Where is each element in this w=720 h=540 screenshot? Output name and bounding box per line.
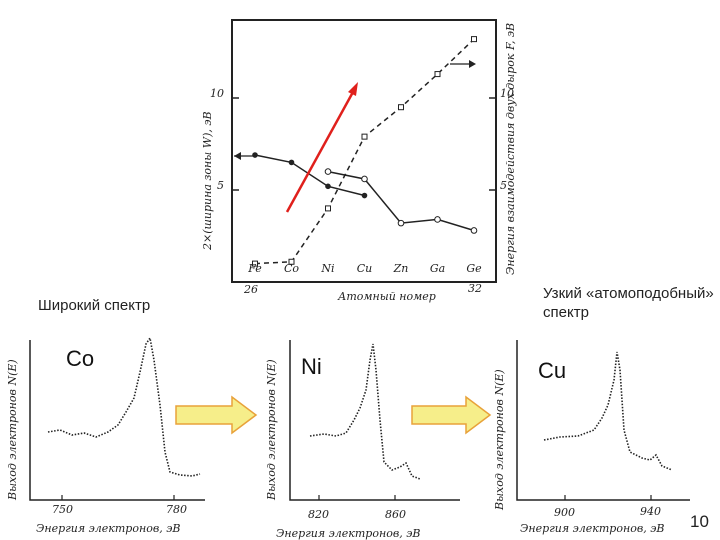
data-point-square	[471, 36, 477, 43]
data-point-open	[397, 219, 405, 227]
data-point-square	[288, 258, 295, 265]
data-point-filled	[325, 183, 331, 190]
x-axis-label: Атомный номер	[337, 290, 436, 303]
element-label-fe: Fe	[247, 262, 262, 275]
slide-number: 10	[690, 512, 709, 531]
series-line	[254, 154, 365, 197]
element-label-ge: Ge	[466, 262, 482, 275]
cu-xlabel: Энергия электронов, эВ	[520, 522, 664, 535]
x-range-end: 32	[468, 282, 482, 295]
data-point-open	[324, 168, 332, 175]
data-point-square	[434, 71, 441, 78]
ni-tick-860: 860	[385, 508, 406, 521]
right-tick-10: 10	[500, 87, 514, 100]
ni-ylabel: Выход электронов N(E)	[265, 359, 278, 501]
right-axis-label: Энергия взаимодействия двух дырок F, эВ	[504, 23, 517, 275]
series-line	[254, 38, 475, 265]
red-trend-arrow	[285, 91, 355, 213]
co-element-label: Co	[66, 346, 95, 371]
data-point-open	[361, 175, 368, 183]
data-point-square	[398, 104, 404, 111]
ni-spectrum-curve	[309, 343, 421, 480]
cu-ylabel: Выход электронов N(E)	[493, 369, 506, 511]
ni-tick-820: 820	[308, 508, 329, 521]
cu-tick-900: 900	[554, 506, 575, 519]
left-tick-5: 5	[217, 179, 224, 192]
data-point-square	[361, 133, 368, 140]
data-point-open	[470, 227, 478, 234]
co-tick-750: 750	[52, 503, 73, 516]
left-tick-10: 10	[210, 87, 224, 100]
data-point-filled	[361, 192, 368, 199]
element-label-co: Co	[284, 262, 299, 275]
top-chart-frame	[231, 19, 497, 283]
co-xlabel: Энергия электронов, эВ	[36, 522, 180, 535]
right-direction-arrowhead	[469, 60, 476, 68]
block-arrow-co-ni	[175, 395, 258, 435]
cu-spectrum-curve	[543, 351, 673, 471]
top-chart-ticks	[232, 97, 496, 191]
right-tick-5: 5	[500, 179, 507, 192]
co-spectrum-axes	[29, 340, 205, 501]
data-point-filled	[252, 152, 258, 158]
co-ylabel: Выход электронов N(E)	[6, 359, 19, 501]
co-tick-780: 780	[166, 503, 187, 516]
left-axis-label: 2×(ширина зоны W), эВ	[201, 111, 214, 251]
cu-tick-940: 940	[640, 505, 661, 518]
data-point-open	[434, 216, 441, 223]
wide-spectrum-label: Широкий спектр	[38, 297, 151, 314]
data-point-square	[252, 260, 258, 267]
element-label-zn: Zn	[393, 262, 409, 275]
element-label-ga: Ga	[430, 262, 445, 275]
x-range-start: 26	[243, 283, 258, 296]
co-spectrum-curve	[47, 335, 201, 477]
narrow-spectrum-label: Узкий «атомоподобный» спектр	[543, 285, 714, 321]
element-labels: Fe Co Ni Cu Zn Ga Ge	[247, 262, 482, 275]
cu-element-label: Cu	[538, 358, 567, 383]
red-arrow-head	[348, 82, 358, 96]
ni-xlabel: Энергия электронов, эВ	[276, 527, 420, 540]
block-arrow-ni-cu	[411, 395, 492, 435]
spectra-ticks	[61, 495, 652, 500]
left-direction-arrowhead	[234, 152, 241, 160]
ni-spectrum-axes	[289, 340, 460, 501]
cu-spectrum-axes	[516, 340, 690, 501]
ni-element-label: Ni	[301, 354, 322, 379]
top-chart-series	[234, 36, 478, 267]
data-point-square	[325, 205, 331, 212]
element-label-cu: Cu	[357, 262, 373, 275]
data-point-filled	[288, 159, 295, 166]
element-label-ni: Ni	[320, 262, 334, 275]
spectra-curves	[47, 335, 673, 480]
